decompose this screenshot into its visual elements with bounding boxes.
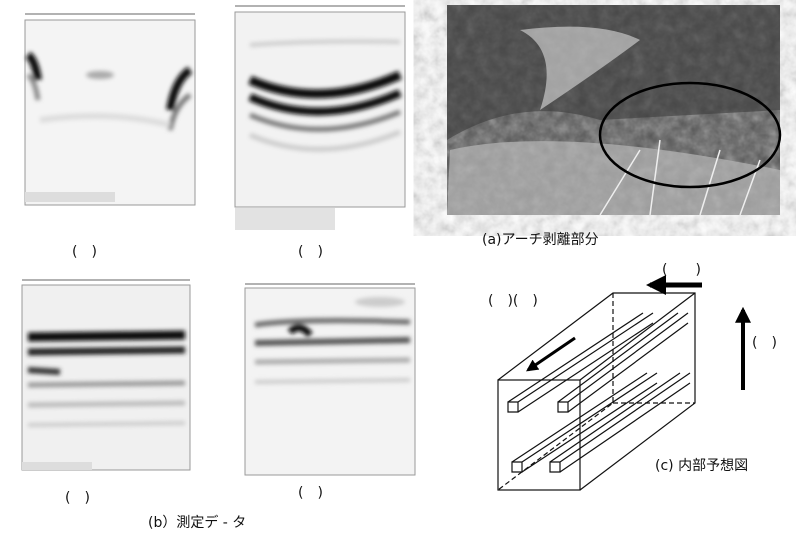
radar-caption: ( ) <box>298 485 323 501</box>
arrow-label: ( ) <box>662 262 701 278</box>
diagram-caption: (c) 内部予想図 <box>655 458 748 474</box>
photo <box>447 5 780 215</box>
radar-caption: ( ) <box>65 490 90 506</box>
arrow-label: ( ) <box>752 335 777 351</box>
data-caption: (b）測定デ - タ <box>148 514 246 531</box>
radar-caption: ( ) <box>72 244 97 260</box>
photo-caption: (a)アーチ剥離部分 <box>482 231 599 248</box>
arrow-label: ( )( ) <box>488 293 538 309</box>
radar-image <box>22 280 190 470</box>
figure: ( ) ( ) ( ) ( ) (a)アーチ剥離部分 (b）測定デ - タ (c… <box>0 0 796 536</box>
radar-image <box>245 284 415 475</box>
radar-image <box>235 6 405 230</box>
radar-caption: ( ) <box>298 244 323 260</box>
radar-image <box>25 14 195 205</box>
